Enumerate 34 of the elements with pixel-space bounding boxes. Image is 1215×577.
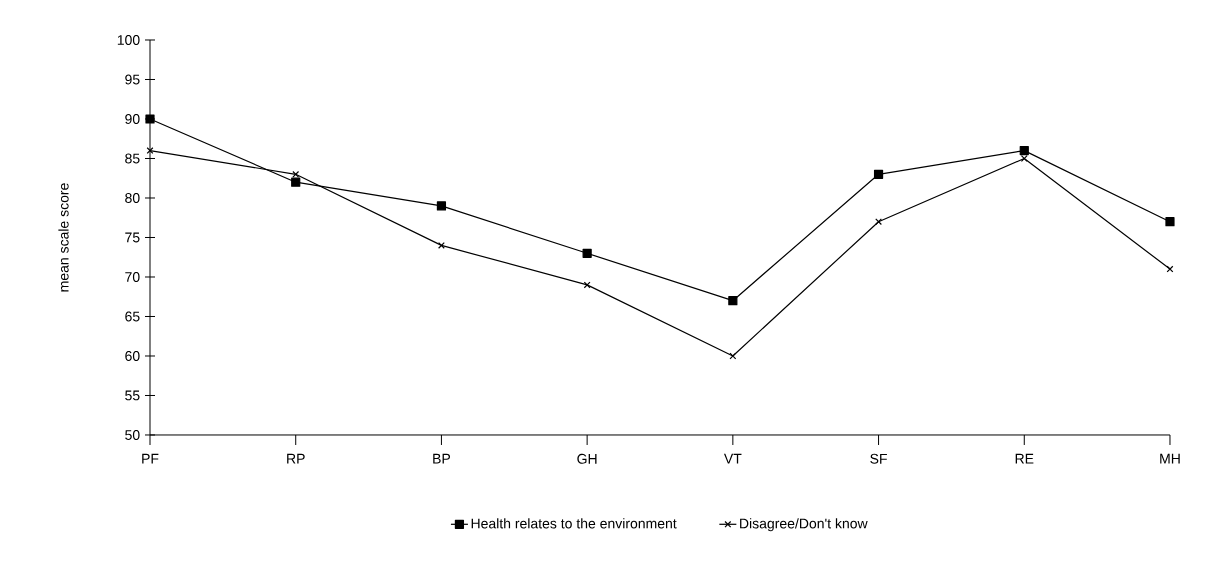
y-tick-label: 75 bbox=[125, 232, 140, 243]
y-tick-label: 95 bbox=[125, 74, 140, 85]
x-tick-label: RP bbox=[287, 453, 305, 464]
point bbox=[729, 352, 737, 360]
y-tick-label: 50 bbox=[125, 430, 140, 440]
point bbox=[436, 201, 447, 211]
x-tick-label: MH bbox=[1160, 453, 1180, 464]
point bbox=[1020, 155, 1028, 162]
y-axis-title: mean scale score bbox=[58, 183, 69, 292]
point bbox=[728, 296, 738, 306]
y-tick-label: 70 bbox=[125, 272, 140, 282]
point bbox=[146, 147, 154, 155]
x-tick-label: VT bbox=[723, 453, 742, 464]
point bbox=[145, 114, 155, 124]
x-tick-label: PF bbox=[142, 453, 159, 464]
y-tick-label: 55 bbox=[125, 390, 140, 401]
y-tick-label: 85 bbox=[125, 153, 140, 164]
point bbox=[1019, 145, 1029, 156]
legend-label: Disagree/Don't know bbox=[740, 518, 868, 532]
y-tick-label: 90 bbox=[125, 114, 140, 124]
x-tick-label: RE bbox=[1015, 453, 1034, 464]
x-tick-label: SF bbox=[870, 453, 887, 464]
y-tick-label: 100 bbox=[117, 35, 140, 45]
point bbox=[291, 177, 301, 187]
y-tick-label: 80 bbox=[125, 193, 140, 203]
x-tick-label: GH bbox=[577, 453, 597, 464]
point bbox=[582, 248, 592, 258]
y-tick-label: 60 bbox=[125, 351, 140, 361]
point bbox=[875, 218, 882, 226]
point bbox=[873, 169, 884, 179]
x-tick-label: BP bbox=[433, 453, 451, 464]
y-tick-label: 65 bbox=[125, 311, 140, 322]
legend-label: Health relates to the environment bbox=[471, 518, 677, 529]
point bbox=[1165, 217, 1175, 227]
